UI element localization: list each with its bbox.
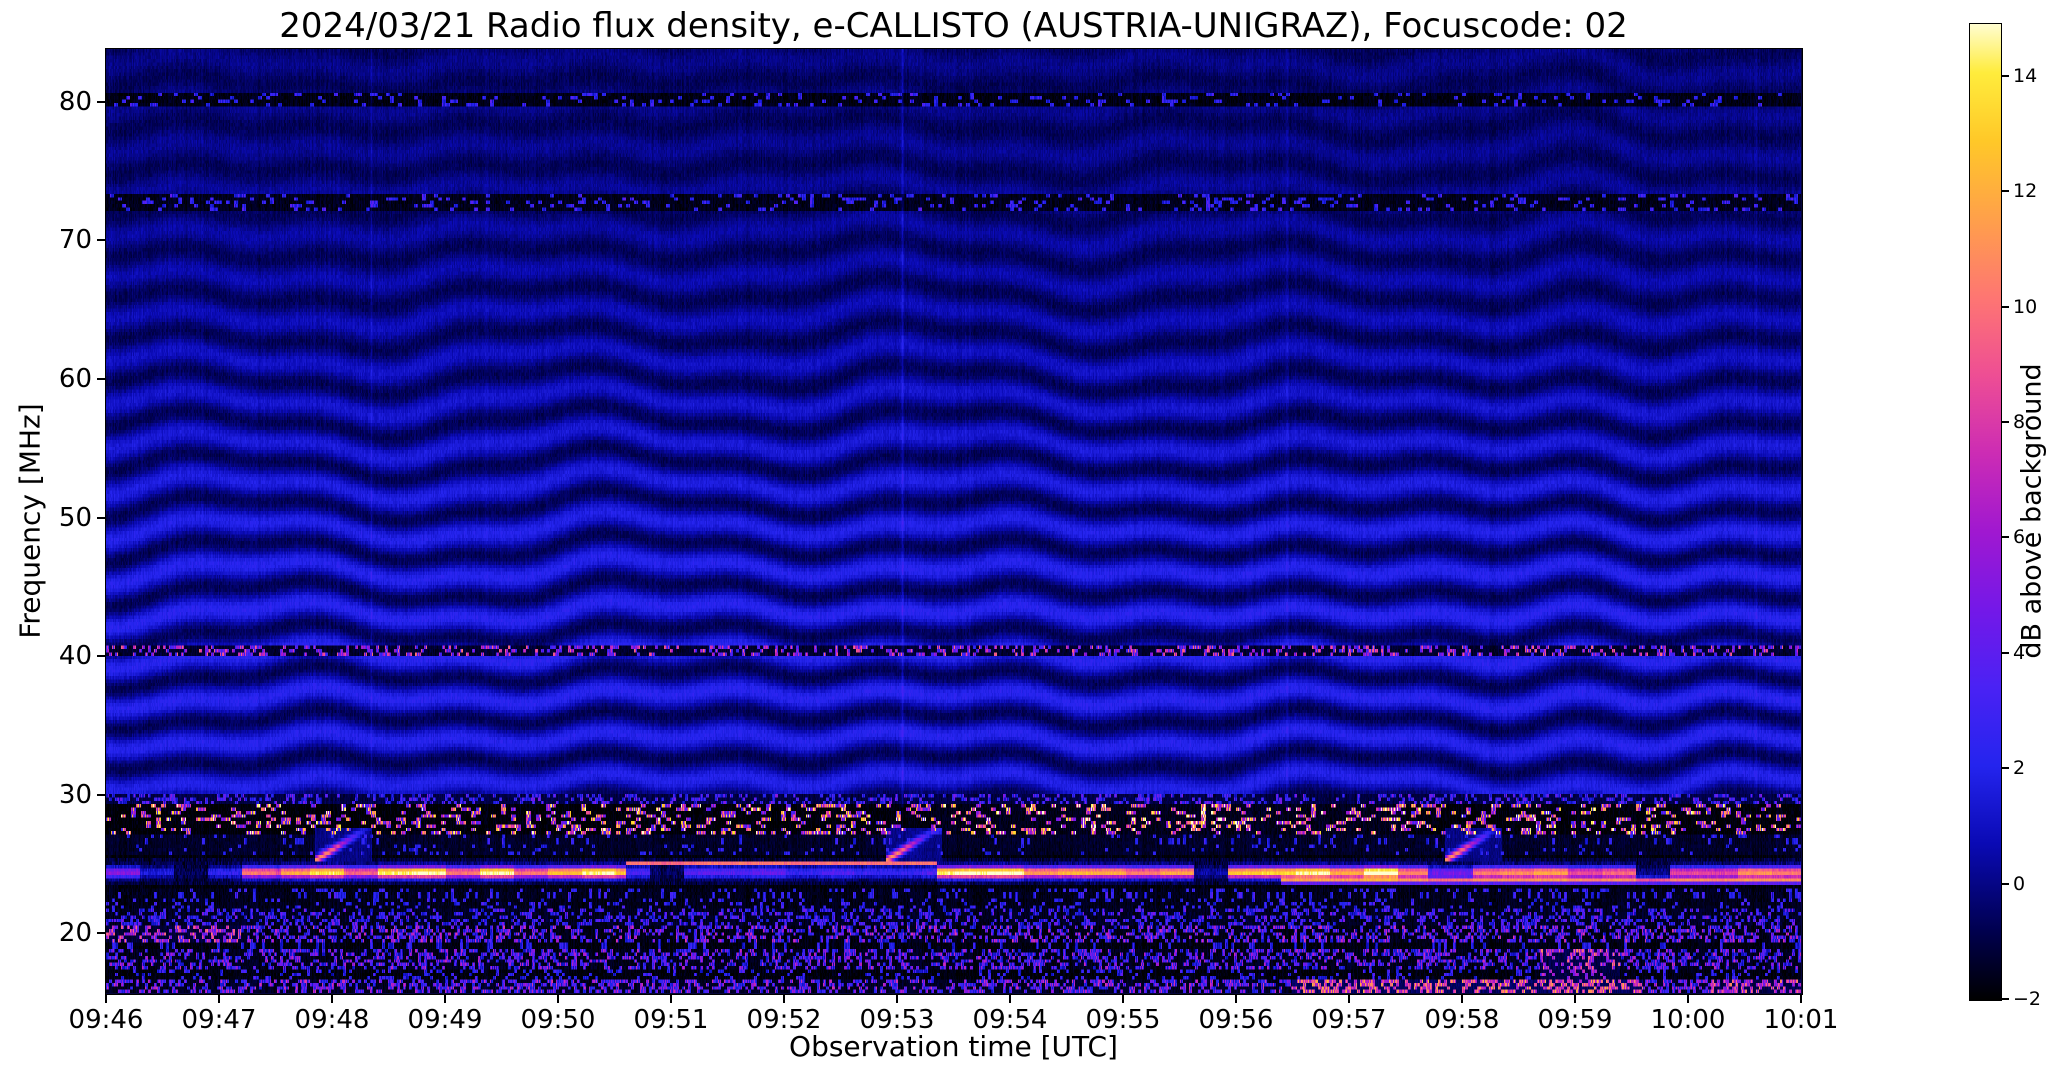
chart-title: 2024/03/21 Radio flux density, e-CALLIST… — [279, 6, 1628, 46]
x-tick-label: 09:58 — [1424, 1005, 1500, 1035]
y-tick-mark — [96, 239, 105, 242]
x-tick-mark — [1122, 994, 1124, 1003]
x-tick-label: 09:55 — [1085, 1005, 1161, 1035]
x-tick-label: 09:49 — [407, 1005, 483, 1035]
colorbar-tick-mark — [2001, 190, 2009, 193]
colorbar-tick-mark — [2001, 651, 2009, 654]
x-tick-label: 09:46 — [68, 1005, 144, 1035]
x-tick-mark — [896, 994, 898, 1003]
colorbar-label: dB above background — [2016, 363, 2047, 659]
colorbar-tick-mark — [2001, 998, 2009, 1000]
colorbar-tick-label: 0 — [2013, 872, 2026, 895]
colorbar-tick-label: 6 — [2013, 526, 2026, 549]
y-tick-label: 50 — [58, 502, 92, 533]
colorbar-tick-label: 8 — [2013, 411, 2026, 434]
colorbar-tick-mark — [2001, 882, 2009, 885]
colorbar-tick-label: 2 — [2013, 757, 2026, 780]
colorbar-tick-label: 10 — [2013, 295, 2038, 318]
x-tick-mark — [670, 994, 672, 1003]
x-tick-label: 09:48 — [294, 1005, 370, 1035]
x-axis-label: Observation time [UTC] — [789, 1030, 1118, 1063]
x-tick-label: 09:53 — [859, 1005, 935, 1035]
x-tick-label: 09:59 — [1537, 1005, 1613, 1035]
y-tick-mark — [96, 932, 105, 935]
y-tick-label: 30 — [58, 779, 92, 810]
x-tick-mark — [331, 994, 333, 1003]
x-tick-mark — [557, 994, 559, 1003]
colorbar-tick-mark — [2001, 74, 2009, 77]
x-tick-mark — [105, 994, 107, 1003]
x-tick-mark — [783, 994, 785, 1003]
y-tick-mark — [96, 516, 105, 519]
x-tick-label: 10:01 — [1763, 1005, 1839, 1035]
spectrogram-canvas — [105, 48, 1801, 993]
x-tick-mark — [218, 994, 220, 1003]
y-tick-label: 20 — [58, 918, 92, 949]
x-tick-mark — [1348, 994, 1350, 1003]
x-tick-mark — [1574, 994, 1576, 1003]
x-tick-label: 09:50 — [520, 1005, 596, 1035]
y-tick-mark — [96, 100, 105, 103]
colorbar-tick-label: 12 — [2013, 180, 2038, 203]
colorbar-tick-mark — [2001, 305, 2009, 308]
x-tick-mark — [1687, 994, 1689, 1003]
y-tick-mark — [96, 377, 105, 380]
plot-area — [104, 47, 1803, 995]
x-tick-mark — [1235, 994, 1237, 1003]
x-tick-mark — [1461, 994, 1463, 1003]
colorbar-tick-label: 4 — [2013, 641, 2026, 664]
colorbar-tick-mark — [2001, 767, 2009, 770]
colorbar-tick-mark — [2001, 421, 2009, 424]
x-tick-mark — [444, 994, 446, 1003]
x-tick-mark — [1009, 994, 1011, 1003]
colorbar-tick-mark — [2001, 536, 2009, 539]
colorbar-tick-label: −2 — [2013, 988, 2042, 1010]
colorbar — [1968, 22, 2002, 1001]
y-tick-label: 80 — [58, 86, 92, 117]
x-tick-label: 09:54 — [972, 1005, 1048, 1035]
y-tick-mark — [96, 655, 105, 658]
colorbar-gradient — [1969, 23, 2001, 1000]
x-tick-label: 09:52 — [746, 1005, 822, 1035]
colorbar-tick-label: 14 — [2013, 64, 2038, 87]
x-tick-mark — [1800, 994, 1802, 1003]
y-tick-label: 40 — [58, 641, 92, 672]
x-tick-label: 09:51 — [633, 1005, 709, 1035]
y-tick-label: 70 — [58, 225, 92, 256]
x-tick-label: 10:00 — [1650, 1005, 1726, 1035]
x-tick-label: 09:57 — [1311, 1005, 1387, 1035]
y-tick-mark — [96, 793, 105, 796]
y-tick-label: 60 — [58, 363, 92, 394]
x-tick-label: 09:56 — [1198, 1005, 1274, 1035]
x-tick-label: 09:47 — [181, 1005, 257, 1035]
